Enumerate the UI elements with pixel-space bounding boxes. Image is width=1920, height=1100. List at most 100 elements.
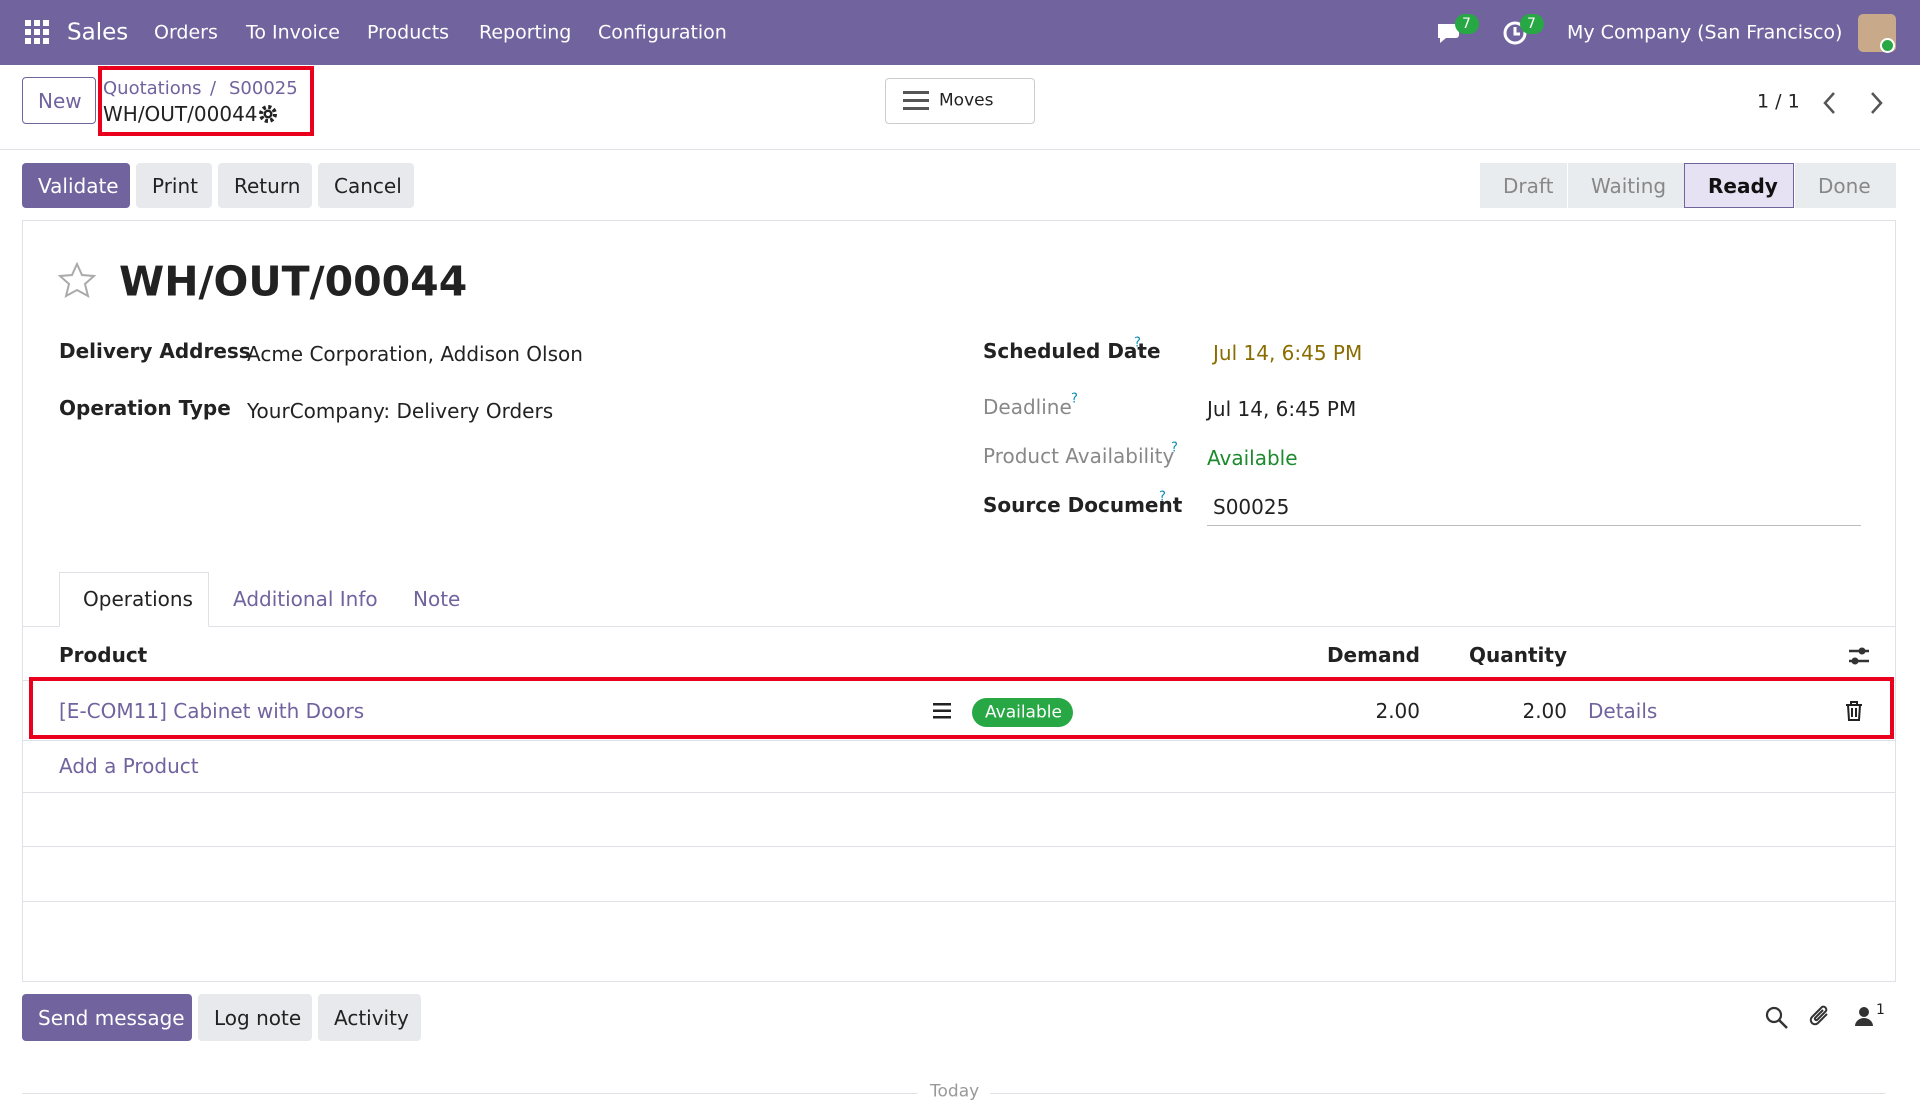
details-link[interactable]: Details <box>1588 699 1658 723</box>
chatter-button-label[interactable]: Log note <box>214 1006 302 1030</box>
row-line <box>22 901 1896 902</box>
quantity: 2.00 <box>1522 699 1567 723</box>
status-stage[interactable] <box>1794 163 1896 208</box>
field-label: Delivery Address <box>59 339 251 363</box>
form-sheet <box>22 220 1896 982</box>
moves-label[interactable]: Moves <box>939 90 994 111</box>
search-icon[interactable] <box>1765 1006 1789 1030</box>
badge-count: 7 <box>1527 16 1536 32</box>
demand: 2.00 <box>1375 699 1420 723</box>
record-title: WH/OUT/00044 <box>119 257 468 306</box>
menu-item[interactable]: Orders <box>154 21 218 44</box>
status-dot <box>1880 38 1895 53</box>
star-icon[interactable] <box>58 262 96 298</box>
help-marker[interactable]: ? <box>1134 335 1141 351</box>
highlight-box <box>98 66 314 136</box>
action-button[interactable] <box>318 163 414 208</box>
highlight-box <box>29 677 1894 739</box>
separator-line <box>990 1093 1885 1094</box>
badge <box>1520 14 1544 34</box>
tab[interactable]: Additional Info <box>233 587 378 611</box>
active-tab[interactable] <box>59 572 209 627</box>
status-stage[interactable] <box>1684 163 1794 208</box>
field-value: Jul 14, 6:45 PM <box>1213 341 1363 365</box>
breadcrumb-link[interactable]: Quotations <box>103 78 202 99</box>
action-button[interactable] <box>136 163 212 208</box>
field-label: Source Document <box>983 493 1183 517</box>
app-name[interactable]: Sales <box>67 19 129 46</box>
menu-icon <box>903 91 929 110</box>
chatter-button[interactable] <box>22 994 192 1041</box>
field-value: Jul 14, 6:45 PM <box>1207 397 1357 421</box>
product-name[interactable]: [E-COM11] Cabinet with Doors <box>59 699 365 723</box>
row-line <box>22 740 1896 741</box>
new-button-label[interactable]: New <box>38 89 82 113</box>
breadcrumb-current: WH/OUT/00044 <box>103 102 258 126</box>
settings-icon[interactable] <box>1847 645 1871 667</box>
status-label[interactable]: Ready <box>1708 174 1778 198</box>
field-label: Product Availability <box>983 444 1175 468</box>
action-label[interactable]: Print <box>152 174 199 198</box>
chatter-button-label[interactable]: Send message <box>38 1006 185 1030</box>
menu-item[interactable]: Products <box>367 21 450 44</box>
column-header[interactable]: Demand <box>1326 643 1420 667</box>
attachment-icon[interactable] <box>1809 1004 1833 1030</box>
column-header[interactable]: Product <box>59 643 148 667</box>
field-label: Operation Type <box>59 396 231 420</box>
chatter-button[interactable] <box>318 994 421 1041</box>
tab-line <box>22 626 1896 627</box>
separator-line <box>22 1093 917 1094</box>
badge-count: 7 <box>1462 16 1471 32</box>
breadcrumb-link[interactable]: S00025 <box>229 78 298 99</box>
gear-icon[interactable] <box>258 104 278 124</box>
help-marker[interactable]: ? <box>1159 489 1166 505</box>
status-stage[interactable] <box>1479 163 1567 208</box>
help-marker[interactable]: ? <box>1071 391 1078 407</box>
field-value: YourCompany: Delivery Orders <box>247 399 554 423</box>
availability-badge <box>972 698 1073 727</box>
menu-item[interactable]: Reporting <box>479 21 572 44</box>
add-line[interactable]: Add a Product <box>59 754 199 778</box>
tab[interactable]: Note <box>413 587 461 611</box>
tab[interactable]: Operations <box>83 587 193 611</box>
action-label[interactable]: Return <box>234 174 301 198</box>
navbar <box>0 0 1920 65</box>
field-value: S00025 <box>1213 495 1290 519</box>
new-button[interactable] <box>22 77 96 124</box>
action-label[interactable]: Cancel <box>334 174 402 198</box>
row-menu-icon[interactable] <box>933 702 951 720</box>
action-label[interactable]: Validate <box>38 174 119 198</box>
action-button[interactable] <box>22 163 130 208</box>
action-button[interactable] <box>218 163 312 208</box>
menu-item[interactable]: To Invoice <box>246 21 340 44</box>
field-value: Available <box>1207 446 1298 470</box>
menu-item[interactable]: Configuration <box>598 21 727 44</box>
pager-arrows[interactable] <box>1818 90 1888 116</box>
followers-count: 1 <box>1876 1002 1885 1018</box>
field-label: Scheduled Date <box>983 339 1161 363</box>
chatter-button-label[interactable]: Activity <box>334 1006 409 1030</box>
pager[interactable]: 1 / 1 <box>1757 90 1800 113</box>
breadcrumb-separator: / <box>210 78 217 99</box>
column-header[interactable]: Quantity <box>1469 643 1567 667</box>
apps-icon[interactable] <box>25 20 50 45</box>
status-label[interactable]: Draft <box>1503 174 1554 198</box>
followers-icon[interactable] <box>1855 1006 1875 1028</box>
status-label[interactable]: Waiting <box>1591 174 1667 198</box>
help-marker[interactable]: ? <box>1171 440 1178 456</box>
company-switcher[interactable]: My Company (San Francisco) <box>1567 21 1843 44</box>
field-value: Acme Corporation, Addison Olson <box>247 342 583 366</box>
messages-icon[interactable] <box>1435 18 1467 48</box>
field-underline <box>1207 525 1861 526</box>
date-separator: Today <box>930 1081 980 1100</box>
status-label[interactable]: Done <box>1818 174 1871 198</box>
badge <box>1455 14 1479 34</box>
chatter-button[interactable] <box>198 994 312 1041</box>
field-label: Deadline <box>983 395 1072 419</box>
trash-icon[interactable] <box>1845 701 1863 721</box>
row-line <box>22 846 1896 847</box>
moves-button[interactable] <box>885 78 1035 124</box>
availability-label: Available <box>985 702 1062 723</box>
status-stage[interactable] <box>1567 163 1684 208</box>
